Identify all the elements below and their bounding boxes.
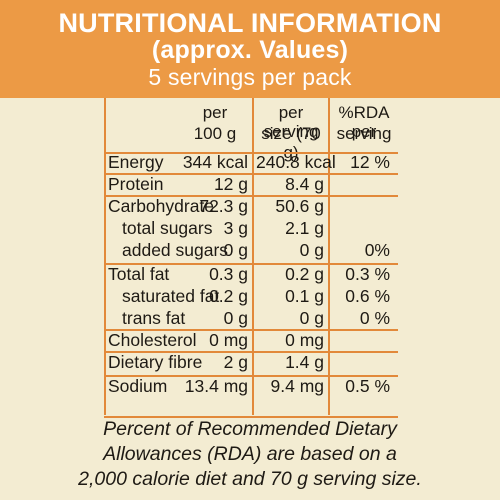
per-serving-value: 0 mg xyxy=(285,330,324,350)
per-100g-value: 0.3 g xyxy=(209,264,248,284)
nutrient-label: Carbohydrate xyxy=(108,196,215,216)
rda-value: 0% xyxy=(364,240,390,260)
per-serving-value: 240.8 kcal xyxy=(256,152,336,172)
label-title: NUTRITIONAL INFORMATION xyxy=(58,8,442,38)
rda-value: 12 % xyxy=(350,152,390,172)
divider xyxy=(252,98,254,415)
per-100g-value: 0 mg xyxy=(209,330,248,350)
divider xyxy=(104,98,106,415)
footnote: Percent of Recommended Dietary Allowance… xyxy=(0,418,500,500)
row-divider xyxy=(104,152,398,154)
footnote-line-3: 2,000 calorie diet and 70 g serving size… xyxy=(78,468,422,490)
nutrient-label: Energy xyxy=(108,152,164,172)
per-100g-value: 13.4 mg xyxy=(184,376,248,396)
nutrient-label: trans fat xyxy=(122,308,186,328)
col-header-rda-line1: %RDA per xyxy=(338,103,390,141)
row-divider xyxy=(104,351,398,353)
per-serving-value: 1.4 g xyxy=(285,352,324,372)
per-100g-value: 2 g xyxy=(223,352,248,372)
row-divider xyxy=(104,329,398,331)
nutrient-label: saturated fat xyxy=(122,286,220,306)
per-100g-value: 0.2 g xyxy=(209,286,248,306)
per-100g-value: 72.3 g xyxy=(199,196,248,216)
rda-value: 0 % xyxy=(359,308,390,328)
nutrient-label: total sugars xyxy=(122,218,213,238)
row-divider xyxy=(104,375,398,377)
col-header-rda-line2: serving xyxy=(336,124,392,143)
rda-value: 0.5 % xyxy=(345,376,390,396)
per-100g-value: 3 g xyxy=(223,218,248,238)
per-serving-value: 50.6 g xyxy=(275,196,324,216)
row-divider xyxy=(104,173,398,175)
per-100g-value: 0 g xyxy=(223,308,248,328)
row-divider xyxy=(104,263,398,265)
per-serving-value: 0.1 g xyxy=(285,286,324,306)
rda-value: 0.6 % xyxy=(345,286,390,306)
nutrient-label: Protein xyxy=(108,174,164,194)
per-serving-value: 0 g xyxy=(299,308,324,328)
nutrient-label: Total fat xyxy=(108,264,170,284)
per-serving-value: 0 g xyxy=(299,240,324,260)
nutrient-label: Cholesterol xyxy=(108,330,197,350)
col-header-per-100g-line1: per xyxy=(202,103,228,122)
per-serving-value: 0.2 g xyxy=(285,264,324,284)
rda-value: 0.3 % xyxy=(345,264,390,284)
col-header-per-100g-line2: 100 g xyxy=(193,124,237,143)
per-serving-value: 8.4 g xyxy=(285,174,324,194)
per-serving-value: 2.1 g xyxy=(285,218,324,238)
footnote-line-1: Percent of Recommended Dietary xyxy=(103,418,397,440)
nutrient-label: Dietary fibre xyxy=(108,352,203,372)
divider xyxy=(328,98,330,415)
row-divider xyxy=(104,195,398,197)
per-100g-value: 0 g xyxy=(223,240,248,260)
label-subtitle: (approx. Values) xyxy=(151,36,349,64)
servings-per-pack: 5 servings per pack xyxy=(148,64,352,90)
header-band: NUTRITIONAL INFORMATION (approx. Values)… xyxy=(0,0,500,98)
col-header-per-serving-line1: per serving xyxy=(263,103,319,141)
nutrient-label: Sodium xyxy=(108,376,168,396)
nutrient-label: added sugars xyxy=(122,240,229,260)
per-100g-value: 12 g xyxy=(213,174,248,194)
row-divider xyxy=(104,416,398,418)
per-serving-value: 9.4 mg xyxy=(270,376,325,396)
footnote-line-2: Allowances (RDA) are based on a xyxy=(103,443,397,465)
per-100g-value: 344 kcal xyxy=(182,152,248,172)
